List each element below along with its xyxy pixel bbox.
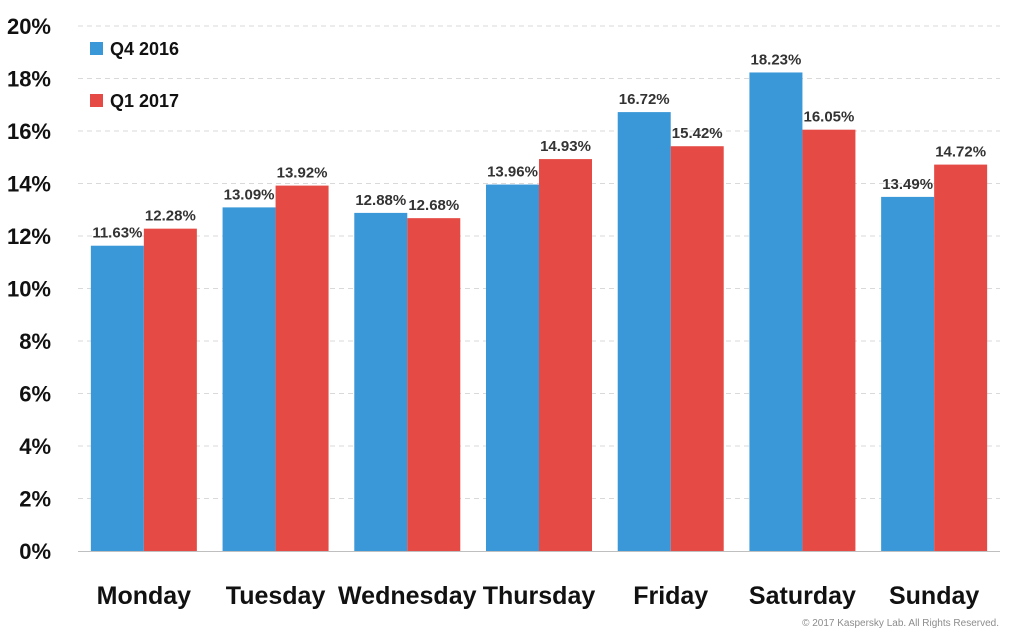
y-tick-label: 0% (19, 539, 51, 564)
y-tick-label: 2% (19, 487, 51, 512)
bar-wednesday-q1-2017 (407, 218, 461, 551)
bar-tuesday-q4-2016 (222, 207, 276, 551)
bar-monday-q1-2017 (143, 228, 197, 551)
category-label: Sunday (889, 582, 979, 610)
data-label: 15.42% (672, 125, 723, 142)
category-labels: Monday Tuesday Wednesday Thursday Friday Satu… (97, 582, 980, 610)
bar-wednesday-q4-2016 (354, 212, 408, 551)
y-tick-label: 4% (19, 434, 51, 459)
category-label: Wednesday (338, 582, 477, 610)
y-axis-tick-labels: 0% 2% 4% 6% 8% 10% 12% 14% 16% 18% 20% (7, 14, 51, 564)
bar-thursday-q1-2017 (539, 159, 592, 551)
data-label: 16.72% (619, 91, 670, 108)
category-label: Thursday (483, 582, 596, 610)
data-label: 13.96% (487, 164, 538, 181)
bar-saturday-q1-2017 (802, 129, 856, 551)
bar-sunday-q1-2017 (934, 164, 988, 551)
legend-swatch (90, 42, 103, 55)
y-tick-label: 12% (7, 224, 51, 249)
legend-label: Q1 2017 (110, 91, 179, 111)
bars (90, 72, 988, 552)
copyright-notice: © 2017 Kaspersky Lab. All Rights Reserve… (802, 618, 999, 629)
data-label: 13.92% (277, 165, 328, 182)
data-label: 13.09% (224, 186, 275, 203)
data-label: 16.05% (803, 109, 854, 126)
category-label: Saturday (749, 582, 856, 610)
bar-saturday-q4-2016 (749, 72, 803, 552)
data-label: 11.63% (92, 225, 142, 242)
legend: Q4 2016 Q1 2017 (90, 39, 179, 111)
bar-tuesday-q1-2017 (275, 185, 329, 551)
data-label: 12.88% (355, 192, 406, 209)
data-label: 14.72% (935, 144, 986, 161)
y-tick-label: 18% (7, 67, 51, 92)
data-label: 14.93% (540, 138, 591, 155)
bar-monday-q4-2016 (90, 245, 144, 551)
category-label: Tuesday (226, 582, 326, 610)
legend-swatch (90, 94, 103, 107)
data-labels: 11.63%12.28% 13.09%13.92% 12.88% 12.68% 13.9… (92, 51, 986, 241)
y-tick-label: 6% (19, 382, 51, 407)
y-tick-label: 20% (7, 14, 51, 39)
y-tick-label: 8% (19, 329, 51, 354)
y-tick-label: 14% (7, 172, 51, 197)
bar-friday-q1-2017 (670, 146, 724, 551)
category-label: Monday (97, 582, 192, 610)
category-label: Friday (633, 582, 708, 610)
bar-friday-q4-2016 (617, 112, 671, 551)
bar-thursday-q4-2016 (486, 184, 539, 552)
data-label: 12.68% (408, 197, 459, 214)
y-tick-label: 10% (7, 277, 51, 302)
data-label: 18.23% (750, 51, 801, 68)
data-label: 12.28% (145, 208, 196, 225)
legend-label: Q4 2016 (110, 39, 179, 59)
data-label: 13.49% (882, 176, 933, 193)
bar-sunday-q4-2016 (881, 196, 935, 551)
y-tick-label: 16% (7, 119, 51, 144)
